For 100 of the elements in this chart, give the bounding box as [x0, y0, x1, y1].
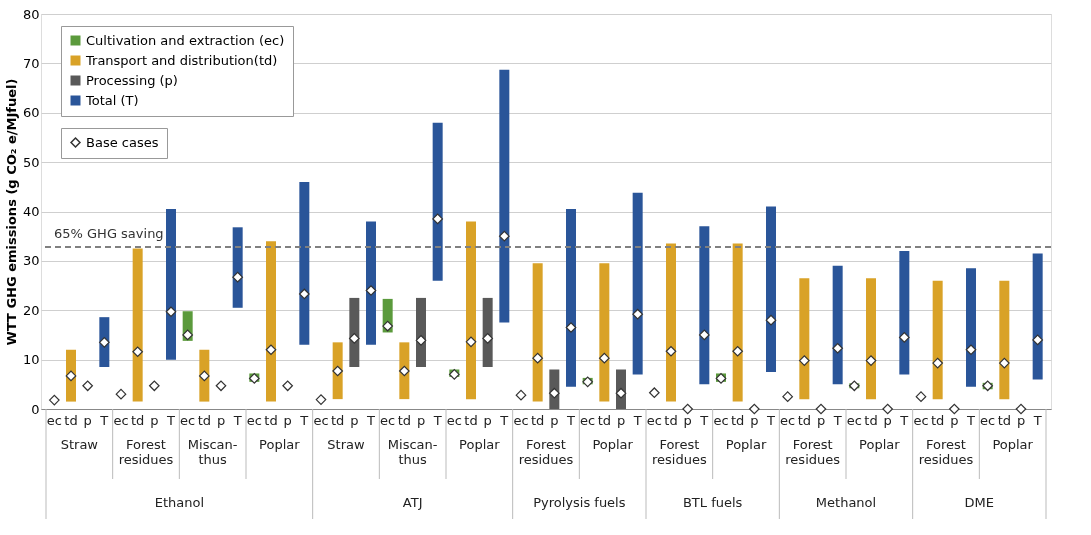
x-tick-label: td	[464, 413, 478, 428]
point	[98, 337, 110, 348]
bar	[432, 122, 443, 281]
point	[315, 394, 327, 405]
text: Pyrolysis fuels	[533, 495, 626, 510]
point	[832, 342, 844, 354]
point	[815, 403, 827, 415]
point	[465, 336, 477, 348]
y-tick-label: 60	[22, 105, 40, 121]
x-tick-label: td	[264, 413, 278, 428]
point	[398, 365, 410, 377]
bar	[632, 192, 643, 375]
point	[882, 403, 894, 415]
point	[348, 333, 360, 344]
x-tick-label: td	[930, 413, 945, 428]
point	[115, 388, 127, 400]
x-tick-label: p	[83, 413, 92, 428]
y-tick-label: 80	[22, 6, 40, 22]
x-tick-label: ec	[513, 413, 529, 428]
point	[698, 329, 710, 341]
bar	[799, 278, 810, 400]
point	[215, 380, 227, 392]
point	[915, 391, 927, 402]
point	[182, 329, 194, 341]
point	[932, 357, 944, 369]
x-tick-label: ec	[113, 413, 129, 428]
point	[532, 352, 544, 364]
bar	[932, 280, 943, 400]
bar	[499, 69, 510, 323]
x-tick-label: p	[1016, 413, 1026, 428]
y-tick-label: 70	[22, 55, 40, 71]
bar	[666, 243, 676, 402]
point	[82, 380, 94, 392]
x-tick-label: p	[416, 413, 426, 428]
point	[948, 403, 960, 415]
x-tick-label: td	[664, 413, 678, 428]
point	[765, 314, 777, 326]
x-tick-label: p	[950, 413, 959, 428]
x-tick-label: T	[299, 413, 309, 428]
x-tick-label: p	[216, 413, 226, 428]
bar	[699, 226, 710, 385]
text: ATJ	[402, 495, 423, 510]
point	[148, 380, 160, 392]
point	[415, 335, 427, 346]
text: Forest residues	[118, 437, 174, 467]
text: Poplar	[859, 437, 901, 452]
point	[998, 357, 1010, 369]
x-tick-label: p	[616, 413, 626, 428]
point	[665, 345, 677, 357]
x-tick-label: ec	[780, 413, 796, 428]
x-tick-label: td	[997, 413, 1012, 428]
legend-label: Transport and distribution(td)	[85, 52, 278, 68]
bar	[532, 263, 543, 402]
y-axis-title: WTT GHG emissions (g CO₂ e/MJfuel)	[3, 78, 19, 346]
x-tick-label: ec	[46, 413, 62, 428]
x-tick-label: ec	[380, 413, 396, 428]
text: Straw	[327, 437, 366, 452]
x-tick-label: T	[499, 413, 509, 428]
point	[798, 355, 810, 366]
point	[48, 394, 60, 406]
x-tick-label: T	[832, 413, 842, 428]
text: Poplar	[725, 437, 767, 452]
bar	[1032, 253, 1043, 380]
point	[865, 355, 877, 366]
bar	[349, 297, 360, 368]
x-tick-label: p	[550, 413, 559, 428]
bar	[966, 268, 976, 387]
point	[382, 320, 394, 332]
point	[632, 308, 644, 320]
x-tick-label: T	[766, 413, 776, 428]
x-tick-label: T	[632, 413, 642, 428]
x-tick-label: ec	[646, 413, 662, 428]
x-tick-label: td	[797, 413, 812, 428]
point	[965, 344, 977, 356]
point	[265, 344, 277, 356]
x-tick-label: T	[699, 413, 709, 428]
text: Poplar	[592, 437, 634, 452]
text: Forest residues	[918, 437, 974, 467]
bar	[232, 227, 243, 308]
text: Ethanol	[154, 495, 204, 510]
x-tick-label: p	[350, 413, 359, 428]
text: Poplar	[259, 437, 301, 452]
x-tick-label: ec	[913, 413, 929, 428]
text: Straw	[60, 437, 99, 452]
x-tick-label: T	[432, 413, 442, 428]
x-tick-label: p	[750, 413, 759, 428]
bar	[266, 241, 276, 402]
point	[598, 352, 610, 364]
point	[682, 403, 694, 415]
point	[615, 387, 627, 399]
x-tick-label: td	[397, 413, 412, 428]
bar	[899, 251, 910, 375]
text: Forest residues	[785, 437, 841, 467]
x-tick-label: ec	[713, 413, 729, 428]
point	[1015, 403, 1027, 415]
y-tick-label: 0	[31, 401, 40, 417]
y-tick-label: 20	[22, 302, 40, 318]
bar	[166, 209, 176, 360]
x-tick-label: ec	[980, 413, 996, 428]
legend-label: Total (T)	[85, 92, 139, 108]
